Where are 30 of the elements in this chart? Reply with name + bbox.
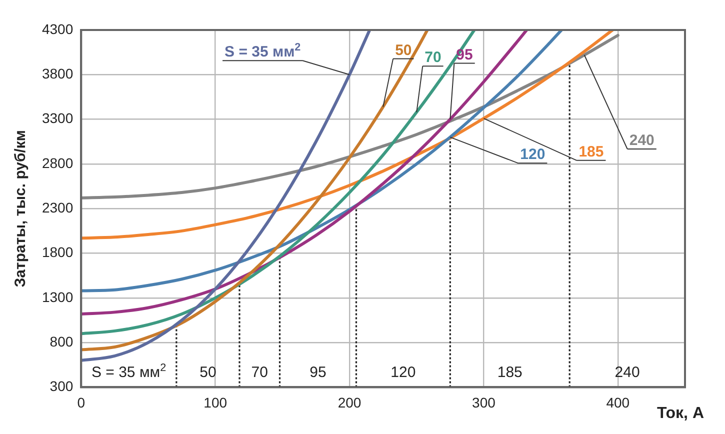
x-tick-label: 100	[204, 394, 228, 410]
text: 240	[629, 132, 654, 150]
text: 120	[520, 146, 546, 164]
line-series	[81, 30, 476, 336]
annotation: 120	[390, 364, 416, 382]
y-tick-label: 800	[50, 333, 74, 350]
series-label: 70	[424, 49, 442, 66]
series-label: 50	[395, 42, 412, 59]
y-tick-label: 2300	[42, 199, 74, 216]
y-tick-label: 3800	[42, 66, 74, 82]
x-tick-label: 400	[606, 394, 630, 410]
y-tick-label: 4300	[42, 20, 74, 37]
x-tick-label: 0	[77, 394, 86, 410]
y-tick-label: 3300	[42, 110, 74, 126]
annotation: 70	[251, 364, 268, 382]
annotation: 50	[200, 364, 216, 382]
line-series	[81, 30, 614, 240]
x-axis-title: Ток, А	[657, 405, 704, 422]
y-axis-title: Затраты, тыс. руб/км	[12, 130, 30, 288]
annotation: 95	[310, 364, 326, 382]
y-tick-label: 2800	[42, 154, 74, 171]
y-tick-label: 300	[50, 378, 74, 394]
line-series	[81, 30, 372, 362]
x-tick-label: 300	[472, 394, 496, 410]
y-tick-label: 1800	[42, 244, 74, 260]
annotation: 240	[614, 364, 640, 382]
x-tick-label: 200	[338, 394, 362, 410]
annotation: 185	[497, 364, 522, 382]
text: 185	[578, 143, 604, 160]
y-tick-label: 1300	[42, 288, 74, 305]
